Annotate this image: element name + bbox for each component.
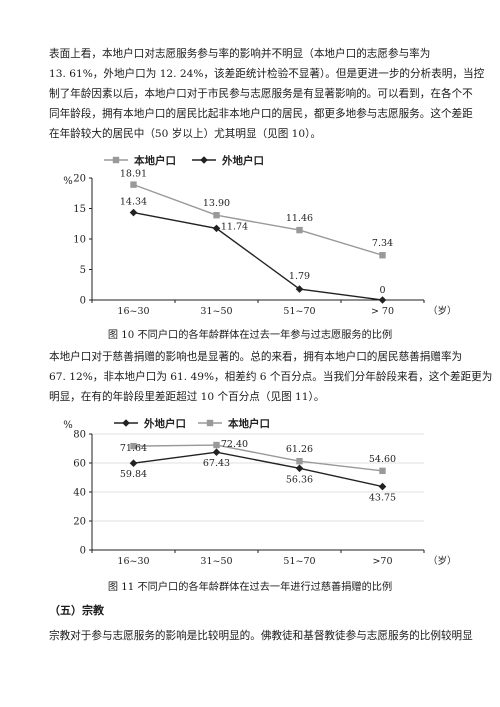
- data-point: [129, 459, 138, 468]
- x-tick-label: >70: [372, 556, 392, 567]
- y-tick-label: 0: [80, 296, 86, 307]
- y-tick-label: 0: [80, 546, 86, 557]
- data-point: [379, 252, 386, 259]
- data-label: 18.91: [120, 169, 147, 180]
- y-tick-label: 10: [73, 235, 86, 246]
- y-tick-label: 40: [73, 488, 86, 499]
- text-line: 宗教对于参与志愿服务的影响是比较明显的。佛教徒和基督教徒参与志愿服务的比例较明显: [49, 630, 473, 642]
- text-line: 67. 12%，非本地户口为 61. 49%，相差约 6 个百分点。当我们分年龄…: [49, 371, 493, 383]
- text-line: 同年龄段，拥有本地户口的居民比起非本地户口的居民，都更多地参与志愿服务。这个差距: [49, 108, 473, 120]
- data-point: [130, 181, 137, 188]
- data-point: [212, 448, 221, 457]
- data-point: [378, 296, 387, 304]
- series-line: [133, 211, 383, 301]
- y-axis-label: %: [63, 176, 73, 187]
- data-label: 67.43: [203, 458, 230, 469]
- legend-label: 本地户口: [134, 154, 176, 167]
- data-point: [129, 208, 138, 217]
- data-point: [213, 212, 220, 219]
- data-label: 56.36: [286, 474, 313, 485]
- data-label: 13.90: [203, 198, 230, 209]
- text-line: 本地户口对于慈善捐赠的影响也是显著的。总的来看，拥有本地户口的居民慈善捐赠率为: [49, 351, 463, 363]
- text-line: 13. 61%，外地户口为 12. 24%，该差距统计检验不显著）。但是更进一步…: [49, 68, 485, 80]
- x-tick-label: 16~30: [117, 556, 149, 567]
- intro-paragraph: 表面上看，本地户口对志愿服务参与率的影响并不明显（本地户口的志愿参与率为 13.…: [49, 44, 485, 144]
- data-label: 43.75: [369, 493, 396, 504]
- religion-paragraph: 宗教对于参与志愿服务的影响是比较明显的。佛教徒和基督教徒参与志愿服务的比例较明显: [49, 626, 473, 646]
- text-line: 制了年龄因素以后，本地户口对于市民参与志愿服务是有显著影响的。可以看到，在各个不: [49, 88, 473, 100]
- y-tick-label: 60: [73, 459, 86, 470]
- data-label: 0: [379, 285, 385, 296]
- series-line: [133, 451, 383, 488]
- x-tick-label: 31~50: [200, 306, 232, 317]
- figure-11-chart: 0 20 40 60 80 16~30 31~50 51~70 >70% （岁） 59.84 67.4…: [63, 417, 457, 567]
- legend-label: 外地户口: [143, 417, 186, 430]
- y-tick-label: 5: [80, 265, 86, 276]
- x-tick-label: 51~70: [283, 556, 315, 567]
- figure-10-chart: 0 5 10 15 20 16~30 31~50 51~70 > 70% （岁） 18.91 13.9…: [63, 154, 457, 317]
- donation-paragraph: 本地户口对于慈善捐赠的影响也是显著的。总的来看，拥有本地户口的居民慈善捐赠率为 …: [49, 347, 493, 407]
- data-point: [213, 441, 220, 449]
- x-tick-label: 31~50: [200, 556, 232, 567]
- figure-10-caption: 图 10 不同户口的各年龄群体在过去一年参与过志愿服务的比例: [107, 330, 393, 341]
- legend-marker: [200, 156, 208, 164]
- y-tick-label: 20: [73, 517, 86, 528]
- figure-11-caption: 图 11 不同户口的各年龄群体在过去一年进行过慈善捐赠的比例: [107, 582, 393, 593]
- data-point: [378, 482, 387, 491]
- y-tick-label: 15: [73, 204, 86, 215]
- x-axis-label: （岁）: [428, 305, 457, 317]
- text-line: 表面上看，本地户口对志愿服务参与率的影响并不明显（本地户口的志愿参与率为: [49, 48, 431, 60]
- data-label: 71.64: [120, 443, 147, 454]
- legend-label: 外地户口: [221, 154, 264, 167]
- series-line: [133, 444, 383, 472]
- y-axis-label: %: [63, 420, 73, 431]
- data-label: 11.46: [286, 213, 313, 224]
- data-label: 61.26: [286, 444, 313, 455]
- data-point: [295, 464, 304, 473]
- x-tick-label: 16~30: [117, 306, 149, 317]
- data-label: 14.34: [120, 197, 147, 208]
- data-point: [296, 457, 303, 465]
- y-tick-label: 20: [73, 174, 86, 185]
- data-label: 59.84: [120, 469, 147, 480]
- legend-marker: [206, 419, 214, 427]
- x-axis-label: （岁）: [428, 555, 457, 567]
- legend-marker: [112, 156, 120, 164]
- x-tick-label: 51~70: [283, 306, 315, 317]
- data-label: 72.40: [221, 439, 248, 450]
- data-label: 1.79: [289, 271, 310, 282]
- section-heading: （五）宗教: [49, 604, 104, 617]
- text-line: 明显，在有的年龄段里差距超过 10 个百分点（见图 11）。: [49, 391, 325, 403]
- legend-label: 本地户口: [228, 417, 270, 430]
- data-point: [130, 442, 137, 450]
- text-line: 在年龄较大的居民中（50 岁以上）尤其明显（见图 10）。: [49, 128, 322, 140]
- data-point: [296, 226, 303, 234]
- data-label: 11.74: [221, 221, 248, 232]
- data-label: 54.60: [369, 454, 396, 465]
- data-point: [295, 285, 304, 293]
- data-point: [379, 467, 386, 475]
- y-tick-label: 80: [73, 430, 86, 441]
- series-line: [133, 183, 383, 256]
- data-label: 7.34: [372, 238, 393, 249]
- legend-marker: [122, 419, 130, 427]
- x-tick-label: > 70: [371, 306, 394, 317]
